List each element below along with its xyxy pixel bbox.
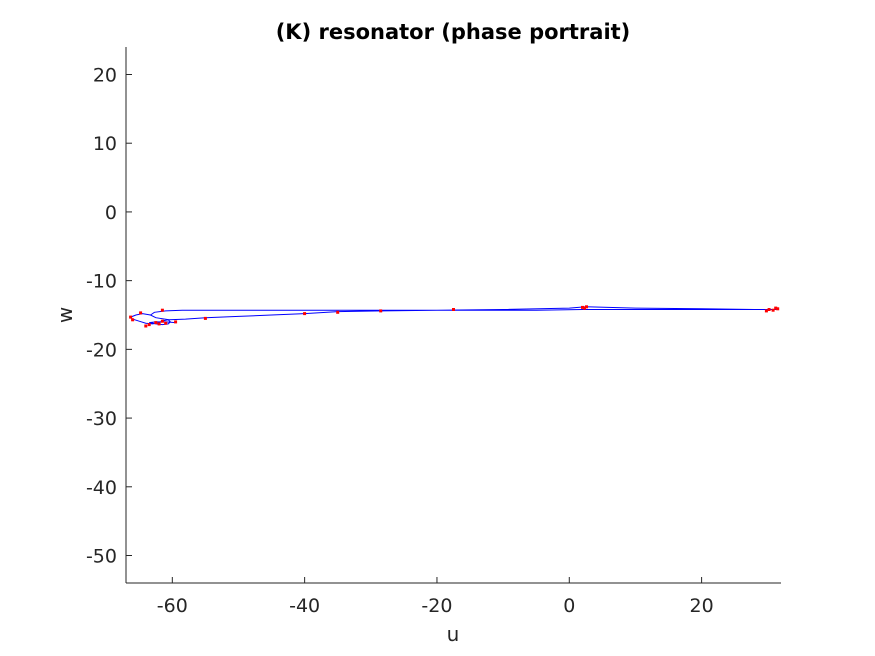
trajectory-marker xyxy=(147,323,151,327)
plot-area: -60 -40 -20 0 20 20 10 0 -10 -20 -30 -40 -50 xyxy=(86,47,781,617)
trajectory-marker xyxy=(774,306,778,310)
trajectory-marker xyxy=(139,311,143,315)
x-tick-label: -40 xyxy=(289,595,320,617)
y-tick-label: -50 xyxy=(86,546,117,568)
x-tick-label: 0 xyxy=(563,595,575,617)
chart-title: (K) resonator (phase portrait) xyxy=(276,20,631,44)
trajectory-marker xyxy=(203,316,207,320)
trajectory-marker xyxy=(164,321,168,325)
trajectory-marker xyxy=(129,315,133,319)
trajectory-marker xyxy=(154,321,158,325)
trajectory-marker xyxy=(771,308,775,312)
trajectory-marker xyxy=(157,322,161,326)
trajectory-marker xyxy=(764,309,768,313)
trajectory-marker xyxy=(160,308,164,312)
trajectory-marker xyxy=(776,307,780,311)
x-axis-label: u xyxy=(447,622,460,646)
trajectory-marker xyxy=(767,308,771,311)
y-tick-label: 10 xyxy=(93,133,117,155)
y-axis-label: w xyxy=(53,307,77,323)
trajectory-marker xyxy=(303,312,307,316)
trajectory-marker xyxy=(131,318,135,322)
trajectory-series xyxy=(129,313,176,326)
trajectory-marker xyxy=(452,308,455,311)
y-tick-label: 20 xyxy=(93,64,117,86)
trajectory-marker xyxy=(174,320,178,324)
x-tick-label: -20 xyxy=(421,595,452,617)
trajectory-marker xyxy=(160,319,164,323)
x-tick-label: -60 xyxy=(157,595,188,617)
trajectory-marker xyxy=(336,310,340,314)
x-tick-label: 20 xyxy=(690,595,714,617)
y-tick-label: -40 xyxy=(86,477,117,499)
y-tick-label: -10 xyxy=(86,271,117,293)
trajectory-marker xyxy=(379,309,383,313)
trajectory-marker xyxy=(585,305,588,309)
trajectory-marker xyxy=(144,324,148,328)
trajectory-marker xyxy=(581,305,584,309)
y-tick-label: -30 xyxy=(86,408,117,430)
y-tick-label: 0 xyxy=(105,202,117,224)
trajectory-series xyxy=(149,306,778,321)
y-tick-label: -20 xyxy=(86,339,117,361)
trajectory-marker xyxy=(583,306,586,310)
